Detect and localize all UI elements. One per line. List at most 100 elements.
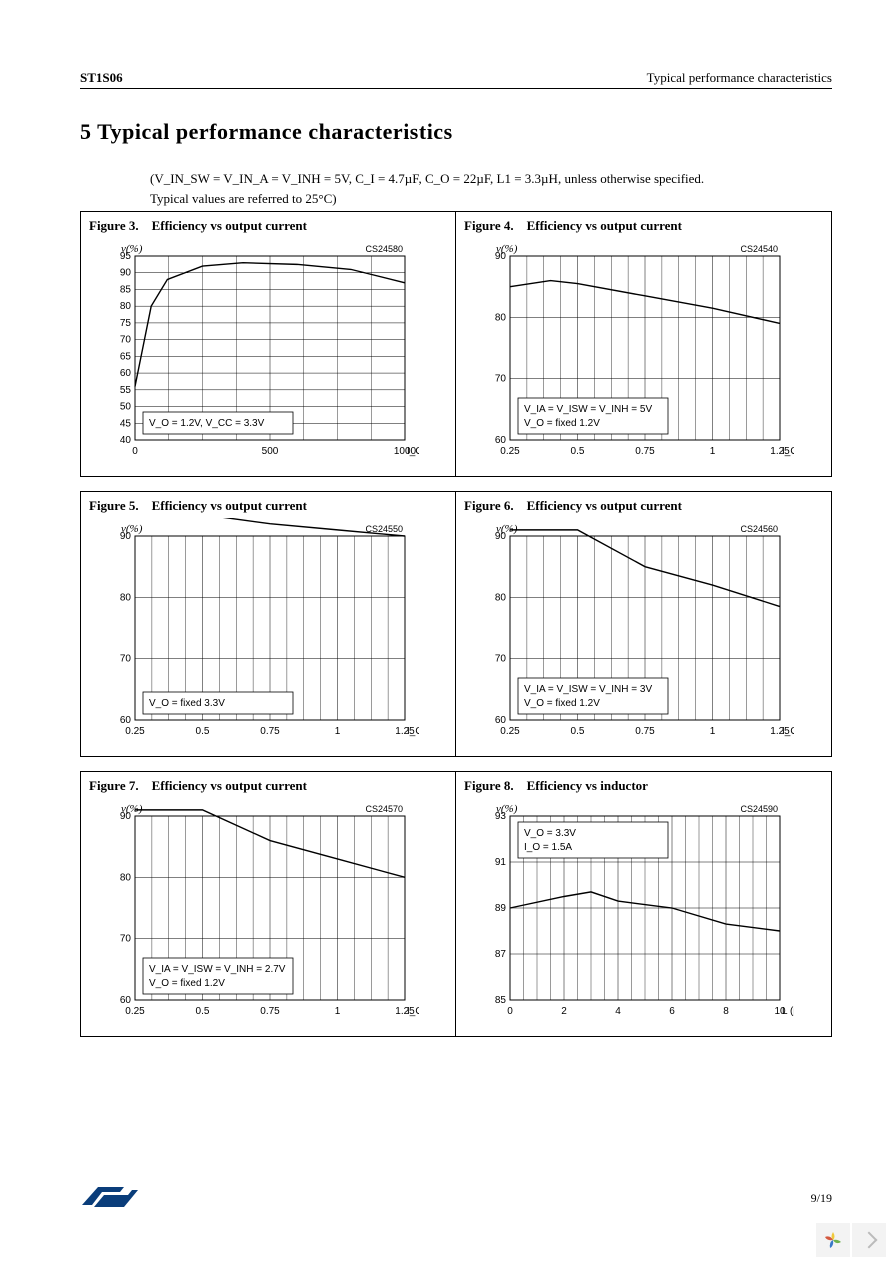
svg-text:85: 85 xyxy=(495,995,507,1006)
page-header: ST1S06 Typical performance characteristi… xyxy=(80,70,832,89)
svg-text:0: 0 xyxy=(132,446,138,457)
svg-text:V_IA = V_ISW = V_INH = 3V: V_IA = V_ISW = V_INH = 3V xyxy=(524,684,652,695)
svg-text:60: 60 xyxy=(120,995,132,1006)
svg-text:65: 65 xyxy=(120,351,132,362)
svg-text:91: 91 xyxy=(495,857,507,868)
svg-text:V_IA = V_ISW = V_INH = 2.7V: V_IA = V_ISW = V_INH = 2.7V xyxy=(149,964,286,975)
svg-text:I_O(mA): I_O(mA) xyxy=(407,446,419,457)
svg-text:0.5: 0.5 xyxy=(196,1006,210,1017)
svg-text:0: 0 xyxy=(507,1006,513,1017)
svg-text:ν(%): ν(%) xyxy=(496,523,518,535)
svg-text:1: 1 xyxy=(335,1006,341,1017)
svg-text:50: 50 xyxy=(120,402,132,413)
svg-text:60: 60 xyxy=(495,435,507,446)
svg-text:V_O = 3.3V: V_O = 3.3V xyxy=(524,828,576,839)
svg-text:89: 89 xyxy=(495,903,507,914)
figure-row: Figure 3. Efficiency vs output current CS… xyxy=(80,211,832,477)
figure-cell: Figure 6. Efficiency vs output current CS… xyxy=(456,492,831,756)
svg-text:I_O(A): I_O(A) xyxy=(782,446,794,457)
svg-text:CS24590: CS24590 xyxy=(740,804,778,814)
svg-text:ν(%): ν(%) xyxy=(496,243,518,255)
figure-caption: Figure 6. Efficiency vs output current xyxy=(464,498,823,514)
svg-text:45: 45 xyxy=(120,418,132,429)
page-footer: 9/19 xyxy=(80,1183,832,1213)
datasheet-page: ST1S06 Typical performance characteristi… xyxy=(0,0,892,1263)
svg-text:V_O = fixed 1.2V: V_O = fixed 1.2V xyxy=(524,418,600,429)
svg-text:V_O = 1.2V, V_CC = 3.3V: V_O = 1.2V, V_CC = 3.3V xyxy=(149,418,265,429)
svg-text:ν(%): ν(%) xyxy=(121,523,143,535)
svg-text:70: 70 xyxy=(120,654,132,665)
svg-text:0.75: 0.75 xyxy=(635,726,655,737)
svg-text:60: 60 xyxy=(495,715,507,726)
chart-svg: CS2458040455055606570758085909505001000ν… xyxy=(89,238,419,468)
svg-text:2: 2 xyxy=(561,1006,567,1017)
svg-text:70: 70 xyxy=(120,335,132,346)
svg-text:CS24570: CS24570 xyxy=(365,804,403,814)
svg-text:60: 60 xyxy=(120,368,132,379)
svg-text:0.5: 0.5 xyxy=(571,446,585,457)
figure-cell: Figure 7. Efficiency vs output current CS… xyxy=(81,772,456,1036)
figure-caption: Figure 8. Efficiency vs inductor xyxy=(464,778,823,794)
svg-text:CS24540: CS24540 xyxy=(740,244,778,254)
svg-text:V_IA = V_ISW = V_INH = 5V: V_IA = V_ISW = V_INH = 5V xyxy=(524,404,652,415)
chevron-right-icon xyxy=(861,1232,878,1249)
svg-text:0.25: 0.25 xyxy=(125,1006,145,1017)
chart-svg: CS24550607080900.250.50.7511.25ν(%)I_O(A… xyxy=(89,518,419,748)
figure-cell: Figure 3. Efficiency vs output current CS… xyxy=(81,212,456,476)
svg-text:V_O = fixed 3.3V: V_O = fixed 3.3V xyxy=(149,698,225,709)
svg-text:1: 1 xyxy=(710,726,716,737)
svg-text:0.25: 0.25 xyxy=(125,726,145,737)
header-part-number: ST1S06 xyxy=(80,70,123,86)
svg-text:80: 80 xyxy=(495,592,507,603)
svg-text:70: 70 xyxy=(495,374,507,385)
svg-text:80: 80 xyxy=(495,312,507,323)
viewer-corner-widget xyxy=(816,1223,886,1257)
chart-svg: CS24540607080900.250.50.7511.25ν(%)I_O(A… xyxy=(464,238,794,468)
svg-text:V_O = fixed 1.2V: V_O = fixed 1.2V xyxy=(524,698,600,709)
svg-text:85: 85 xyxy=(120,284,132,295)
svg-text:CS24580: CS24580 xyxy=(365,244,403,254)
chart-svg: CS24570607080900.250.50.7511.25ν(%)I_O(A… xyxy=(89,798,419,1028)
viewer-next-button[interactable] xyxy=(852,1223,886,1257)
svg-text:1: 1 xyxy=(335,726,341,737)
figures-container: Figure 3. Efficiency vs output current CS… xyxy=(80,211,832,1037)
svg-text:75: 75 xyxy=(120,318,132,329)
figure-caption: Figure 5. Efficiency vs output current xyxy=(89,498,447,514)
svg-text:0.5: 0.5 xyxy=(571,726,585,737)
svg-text:55: 55 xyxy=(120,385,132,396)
svg-text:0.75: 0.75 xyxy=(635,446,655,457)
svg-text:70: 70 xyxy=(495,654,507,665)
svg-text:V_O = fixed 1.2V: V_O = fixed 1.2V xyxy=(149,978,225,989)
svg-text:L (µH): L (µH) xyxy=(782,1006,794,1017)
page-number: 9/19 xyxy=(811,1191,832,1206)
svg-text:80: 80 xyxy=(120,592,132,603)
figure-caption: Figure 7. Efficiency vs output current xyxy=(89,778,447,794)
svg-text:4: 4 xyxy=(615,1006,621,1017)
svg-text:0.75: 0.75 xyxy=(260,726,280,737)
svg-text:90: 90 xyxy=(120,268,132,279)
svg-text:6: 6 xyxy=(669,1006,675,1017)
svg-text:0.5: 0.5 xyxy=(196,726,210,737)
figure-caption: Figure 3. Efficiency vs output current xyxy=(89,218,447,234)
svg-text:70: 70 xyxy=(120,934,132,945)
svg-text:40: 40 xyxy=(120,435,132,446)
figure-cell: Figure 4. Efficiency vs output currentCS… xyxy=(456,212,831,476)
st-logo xyxy=(80,1183,140,1213)
svg-text:ν(%): ν(%) xyxy=(121,243,143,255)
svg-text:0.25: 0.25 xyxy=(500,446,520,457)
svg-text:80: 80 xyxy=(120,872,132,883)
figure-row: Figure 7. Efficiency vs output current CS… xyxy=(80,771,832,1037)
svg-text:87: 87 xyxy=(495,949,507,960)
svg-text:CS24560: CS24560 xyxy=(740,524,778,534)
svg-text:8: 8 xyxy=(723,1006,729,1017)
header-section: Typical performance characteristics xyxy=(647,70,832,86)
svg-text:ν(%): ν(%) xyxy=(121,803,143,815)
svg-text:1: 1 xyxy=(710,446,716,457)
figure-row: Figure 5. Efficiency vs output current CS… xyxy=(80,491,832,757)
section-title: 5 Typical performance characteristics xyxy=(80,119,832,145)
figure-cell: Figure 8. Efficiency vs inductor CS24590 8… xyxy=(456,772,831,1036)
svg-text:I_O(A): I_O(A) xyxy=(782,726,794,737)
svg-text:0.25: 0.25 xyxy=(500,726,520,737)
viewer-logo-icon[interactable] xyxy=(816,1223,850,1257)
chart-svg: CS24560607080900.250.50.7511.25ν(%)I_O(A… xyxy=(464,518,794,748)
